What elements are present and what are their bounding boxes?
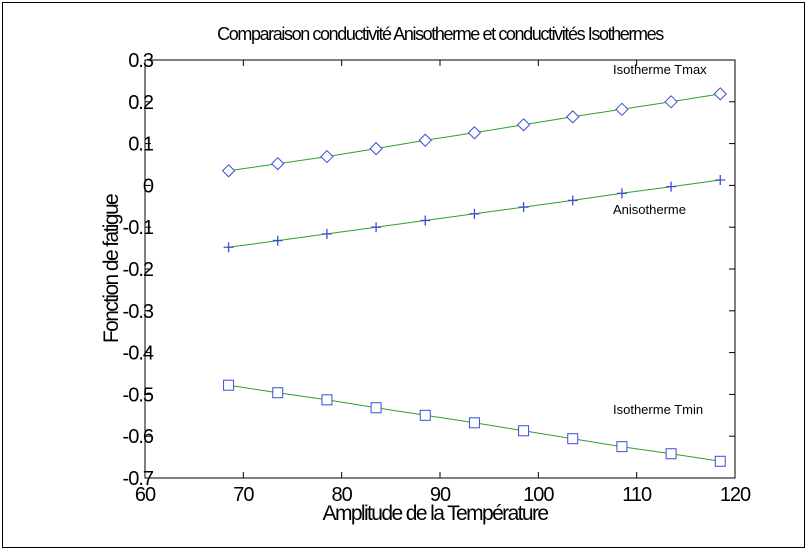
- tick-labels: 60 70 80 90 100 110 120 0.3 0.2 0.1 0 -0.1 -0.2 -0.3 -…: [123, 50, 753, 506]
- series-markers: [221, 87, 727, 467]
- data-point-square: [272, 387, 284, 399]
- data-point-square: [223, 379, 235, 391]
- data-point-diamond: [418, 133, 432, 147]
- y-tick-label: -0.2: [123, 259, 154, 281]
- x-tick-label: 100: [523, 484, 554, 506]
- data-point-diamond: [713, 87, 727, 101]
- y-tick-label: -0.4: [123, 343, 154, 365]
- data-point-diamond: [271, 156, 285, 171]
- data-point-plus: [567, 195, 578, 206]
- y-tick-label: -0.6: [123, 426, 154, 448]
- x-tick-label: 60: [135, 484, 156, 506]
- data-point-plus: [469, 208, 480, 219]
- x-axis-label: Amplitude de la Température: [323, 502, 549, 525]
- data-point-plus: [666, 181, 677, 192]
- x-tick-label: 80: [332, 484, 353, 506]
- data-point-plus: [715, 174, 726, 185]
- data-point-diamond: [221, 164, 236, 178]
- data-point-plus: [321, 228, 332, 239]
- data-point-square: [321, 394, 333, 406]
- data-point-plus: [518, 202, 529, 213]
- data-point-square: [370, 402, 382, 414]
- data-point-square: [616, 441, 628, 453]
- data-point-diamond: [320, 149, 334, 164]
- data-point-square: [714, 455, 726, 467]
- data-point-diamond: [369, 141, 383, 156]
- y-tick-label: 0.3: [128, 50, 154, 72]
- data-point-diamond: [615, 102, 629, 117]
- tick-marks: [144, 59, 736, 479]
- data-point-square: [468, 417, 480, 429]
- y-tick-label: -0.5: [123, 384, 154, 406]
- data-point-plus: [616, 188, 627, 199]
- data-point-diamond: [516, 118, 531, 132]
- y-tick-label: 0.2: [128, 92, 154, 114]
- data-point-plus: [371, 222, 382, 233]
- x-tick-label: 90: [430, 484, 451, 506]
- data-point-square: [567, 433, 579, 445]
- y-tick-label: -0.1: [123, 217, 154, 239]
- x-tick-label: 70: [233, 484, 254, 506]
- data-point-square: [665, 448, 677, 460]
- y-tick-label: 0: [143, 175, 154, 197]
- data-point-plus: [272, 235, 283, 246]
- data-point-plus: [420, 215, 431, 226]
- x-tick-label: 120: [720, 484, 751, 506]
- data-point-diamond: [566, 110, 580, 124]
- series-label-anisotherme: Anisotherme: [613, 202, 686, 217]
- y-tick-label: -0.3: [123, 301, 154, 323]
- data-point-diamond: [467, 126, 482, 140]
- data-point-square: [419, 409, 431, 421]
- x-tick-label: 110: [622, 484, 652, 506]
- y-tick-label: 0.1: [128, 134, 154, 156]
- y-axis-label: Fonction de fatigue: [100, 194, 123, 343]
- data-point-square: [518, 425, 530, 437]
- y-tick-label: -0.7: [123, 468, 154, 490]
- series-label-isotherme-tmin: Isotherme Tmin: [613, 402, 703, 417]
- chart-title: Comparaison conductivité Anisotherme et …: [217, 24, 664, 44]
- data-point-diamond: [664, 95, 678, 109]
- data-point-plus: [223, 242, 234, 253]
- series-label-isotherme-tmax: Isotherme Tmax: [613, 62, 707, 77]
